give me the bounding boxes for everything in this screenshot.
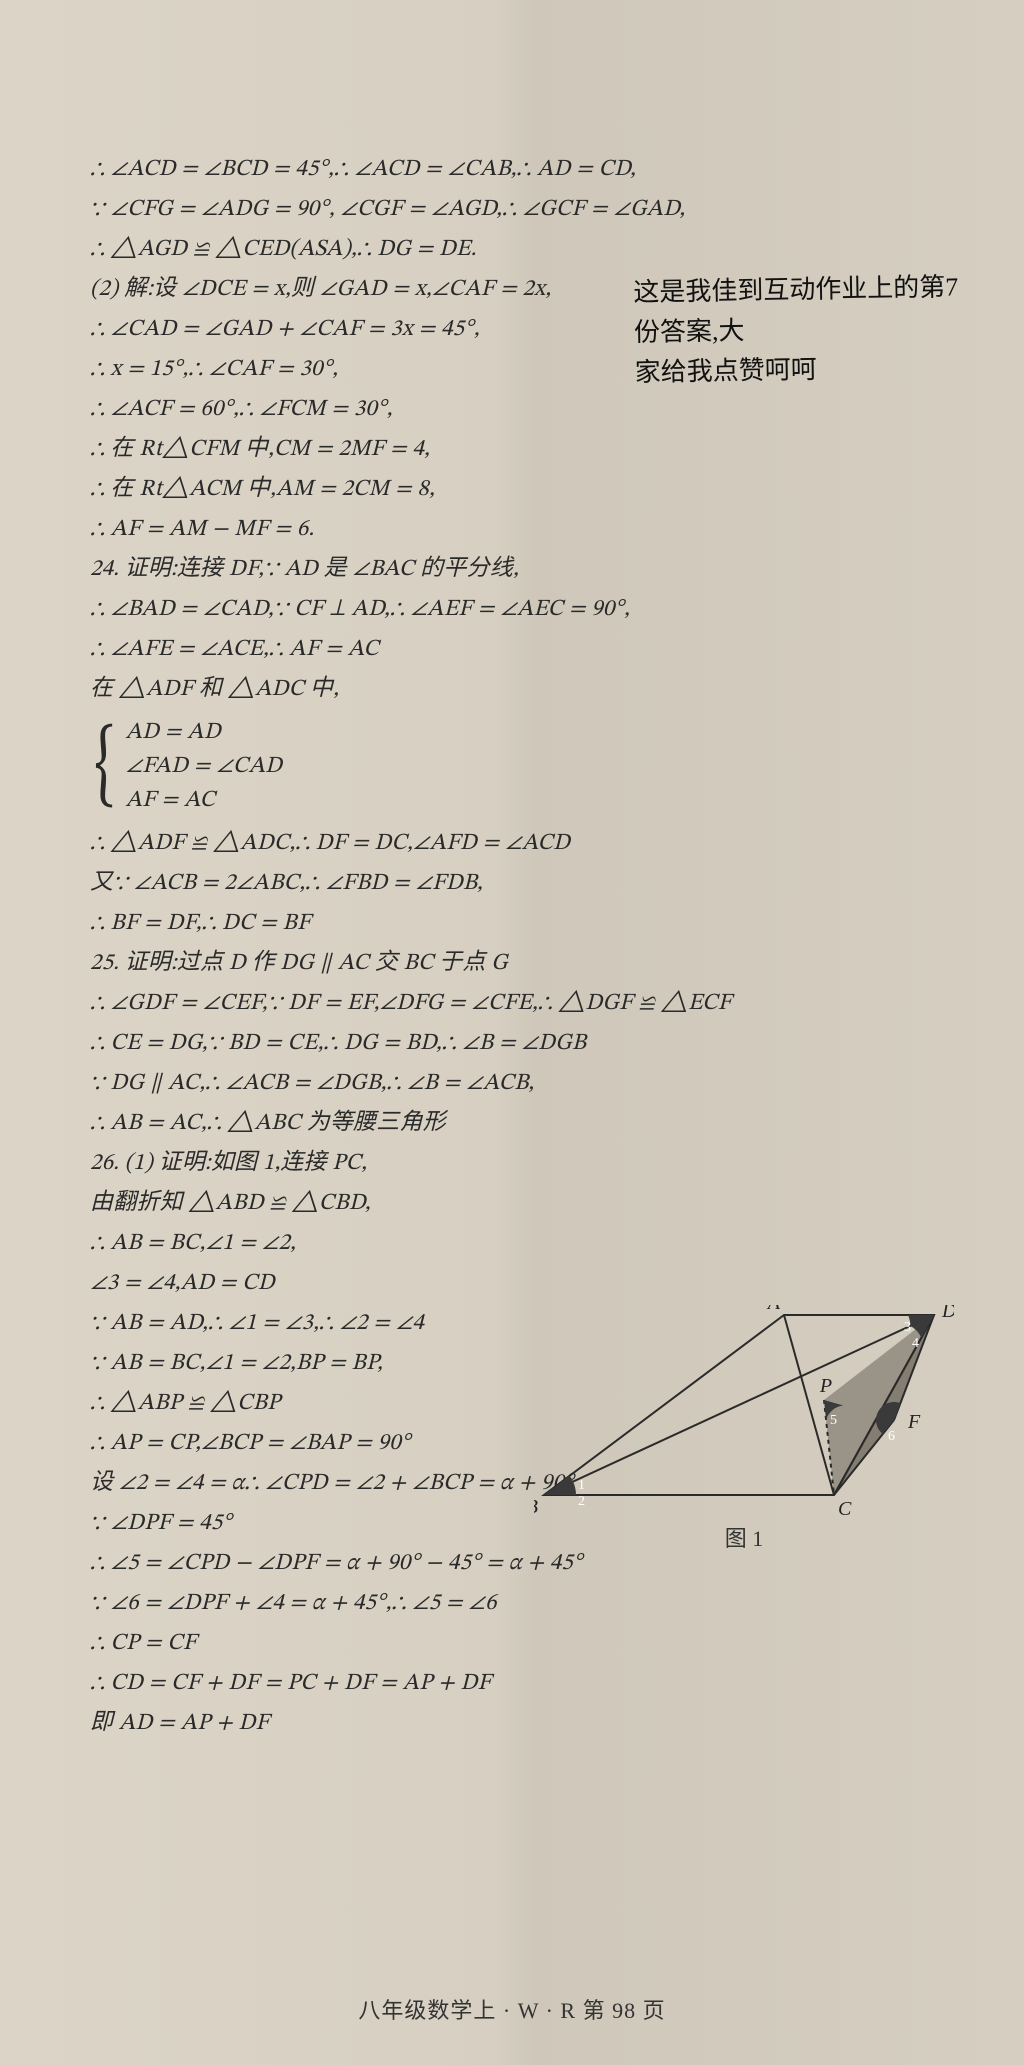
annotation-line-1: 这是我佳到互动作业上的第7份答案,大 xyxy=(633,267,984,353)
text-line: ∠3 = ∠4,AD = CD xyxy=(90,1264,934,1304)
svg-text:4: 4 xyxy=(912,1336,919,1351)
text-line: ∴ ∠ACD = ∠BCD = 45°,∴ ∠ACD = ∠CAB,∴ AD =… xyxy=(90,150,934,190)
text-line: ∵ ∠6 = ∠DPF + ∠4 = α + 45°,∴ ∠5 = ∠6 xyxy=(90,1584,934,1624)
math-block-1: ∴ ∠ACD = ∠BCD = 45°,∴ ∠ACD = ∠CAB,∴ AD =… xyxy=(90,150,934,710)
handwritten-annotation: 这是我佳到互动作业上的第7份答案,大 家给我点赞呵呵 xyxy=(633,267,985,393)
brace-lines: AD = AD∠FAD = ∠CADAF = AC xyxy=(125,716,282,818)
text-line: 24. 证明:连接 DF,∵ AD 是 ∠BAC 的平分线, xyxy=(90,550,934,590)
text-line: ∴ ∠AFE = ∠ACE,∴ AF = AC xyxy=(90,630,934,670)
text-line: 由翻折知 △ABD ≌ △CBD, xyxy=(90,1184,934,1224)
text-line: ∴ ∠BAD = ∠CAD,∵ CF ⊥ AD,∴ ∠AEF = ∠AEC = … xyxy=(90,590,934,630)
text-line: ∴ CP = CF xyxy=(90,1624,934,1664)
text-line: ∴ BF = DF,∴ DC = BF xyxy=(90,904,934,944)
page: ∴ ∠ACD = ∠BCD = 45°,∴ ∠ACD = ∠CAB,∴ AD =… xyxy=(0,0,1024,2065)
text-line: 又∵ ∠ACB = 2∠ABC,∴ ∠FBD = ∠FDB, xyxy=(90,864,934,904)
svg-text:5: 5 xyxy=(830,1413,837,1428)
svg-text:1: 1 xyxy=(578,1478,585,1493)
text-line: ∴ CE = DG,∵ BD = CE,∴ DG = BD,∴ ∠B = ∠DG… xyxy=(90,1024,934,1064)
text-line: ∴ △AGD ≌ △CED(ASA),∴ DG = DE. xyxy=(90,230,934,270)
text-line: ∴ ∠ACF = 60°,∴ ∠FCM = 30°, xyxy=(90,390,934,430)
svg-text:3: 3 xyxy=(904,1320,911,1335)
svg-text:D: D xyxy=(941,1305,954,1322)
svg-text:P: P xyxy=(819,1375,832,1397)
left-brace: { xyxy=(94,722,115,812)
text-line: ∴ AF = AM − MF = 6. xyxy=(90,510,934,550)
text-line: ∴ 在 Rt△ACM 中,AM = 2CM = 8, xyxy=(90,470,934,510)
figure-caption: 图 1 xyxy=(534,1521,954,1553)
annotation-line-2: 家给我点赞呵呵 xyxy=(634,347,985,393)
figure-svg: ABCDPF123456 xyxy=(534,1305,954,1515)
svg-text:6: 6 xyxy=(888,1429,895,1444)
text-line: 在 △ADF 和 △ADC 中, xyxy=(90,670,934,710)
svg-text:A: A xyxy=(766,1305,781,1314)
svg-text:C: C xyxy=(838,1498,852,1515)
text-line: ∴ CD = CF + DF = PC + DF = AP + DF xyxy=(90,1664,934,1704)
text-line: 26. (1) 证明:如图 1,连接 PC, xyxy=(90,1144,934,1184)
text-line: ∵ DG ∥ AC,∴ ∠ACB = ∠DGB,∴ ∠B = ∠ACB, xyxy=(90,1064,934,1104)
text-line: AF = AC xyxy=(125,784,282,818)
svg-text:F: F xyxy=(907,1411,921,1433)
text-line: ∴ ∠GDF = ∠CEF,∵ DF = EF,∠DFG = ∠CFE,∴ △D… xyxy=(90,984,934,1024)
text-line: ∵ ∠CFG = ∠ADG = 90°, ∠CGF = ∠AGD,∴ ∠GCF … xyxy=(90,190,934,230)
text-line: ∴ AB = BC,∠1 = ∠2, xyxy=(90,1224,934,1264)
text-line: ∴ AB = AC,∴ △ABC 为等腰三角形 xyxy=(90,1104,934,1144)
math-block-2: ∴ △ADF ≌ △ADC,∴ DF = DC,∠AFD = ∠ACD又∵ ∠A… xyxy=(90,824,934,1744)
text-line: 即 AD = AP + DF xyxy=(90,1704,934,1744)
text-line: 25. 证明:过点 D 作 DG ∥ AC 交 BC 于点 G xyxy=(90,944,934,984)
text-line: AD = AD xyxy=(125,716,282,750)
text-line: ∴ △ADF ≌ △ADC,∴ DF = DC,∠AFD = ∠ACD xyxy=(90,824,934,864)
figure-1: ABCDPF123456 图 1 xyxy=(534,1305,954,1553)
page-footer: 八年级数学上 · W · R 第 98 页 xyxy=(0,1993,1024,2025)
svg-text:2: 2 xyxy=(578,1494,585,1509)
svg-text:B: B xyxy=(534,1496,538,1515)
brace-group: { AD = AD∠FAD = ∠CADAF = AC xyxy=(90,716,934,818)
text-line: ∠FAD = ∠CAD xyxy=(125,750,282,784)
text-line: ∴ 在 Rt△CFM 中,CM = 2MF = 4, xyxy=(90,430,934,470)
